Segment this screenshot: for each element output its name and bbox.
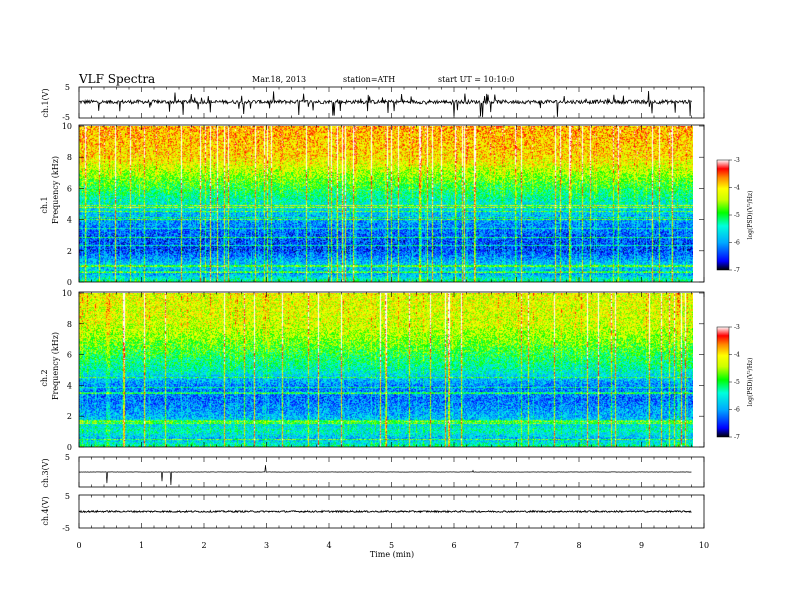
- ch1-spectrogram-image: [79, 126, 693, 282]
- colorbar-tick-label: -7: [734, 267, 740, 274]
- ch1-ylabel: ch.1(V): [41, 88, 50, 117]
- ch1-ytick-top: 5: [65, 83, 70, 92]
- time-tick-label: 1: [139, 541, 144, 550]
- freq-tick-label: 2: [67, 412, 72, 421]
- ch3-ylabel: ch.3(V): [41, 458, 50, 487]
- ch1-spec-ylabel: Frequency (kHz): [51, 156, 60, 224]
- ch4-ytick-bottom: -5: [62, 524, 70, 533]
- colorbar-tick-label: -3: [734, 324, 740, 331]
- ch3-waveform-panel: 5 ch.3(V): [41, 453, 705, 488]
- time-tick-label: 10: [699, 541, 709, 550]
- freq-tick-label: 4: [67, 381, 72, 390]
- time-tick-label: 7: [514, 541, 519, 550]
- colorbar-tick-label: -6: [734, 407, 740, 414]
- colorbar-tick-label: -4: [734, 185, 740, 192]
- ch3-waveform-line: [78, 465, 692, 486]
- ch2-colorbar-ticks: -3 -4 -5 -6 -7: [729, 324, 740, 441]
- freq-tick-label: 6: [67, 184, 72, 193]
- freq-tick-label: 10: [62, 122, 72, 131]
- ch4-waveform-panel: 5 -5 ch.4(V): [41, 492, 705, 533]
- ch1-waveform-panel: 5 -5 ch.1(V): [41, 83, 705, 122]
- ch2-freq-ticks: 0 2 4 6 8 10: [62, 289, 704, 452]
- ch4-ylabel: ch.4(V): [41, 496, 50, 525]
- date-label: Mar.18, 2013: [252, 75, 306, 84]
- freq-tick-label: 8: [67, 153, 72, 162]
- figure-title: VLF Spectra: [78, 72, 155, 86]
- freq-tick-label: 0: [67, 443, 72, 452]
- ch1-waveform-line: [78, 90, 692, 118]
- freq-tick-label: 2: [67, 247, 72, 256]
- ch3-ytick-top: 5: [65, 453, 70, 462]
- time-tick-label: 0: [76, 541, 81, 550]
- ch1-colorbar: [716, 159, 730, 271]
- colorbar-tick-label: -5: [734, 379, 740, 386]
- ch2-spec-ylabel-channel: ch.2: [40, 369, 49, 386]
- time-tick-label: 5: [389, 541, 394, 550]
- ch1-colorbar-ticks: -3 -4 -5 -6 -7: [729, 157, 740, 274]
- time-axis-ticks: [78, 87, 705, 528]
- ch1-ytick-bottom: -5: [62, 113, 70, 122]
- colorbar-tick-label: -3: [734, 157, 740, 164]
- ch2-colorbar: [716, 326, 730, 438]
- ch1-colorbar-label: log(PSD)(V²/Hz): [747, 191, 754, 240]
- ch4-ytick-top: 5: [65, 492, 70, 501]
- time-tick-label: 8: [576, 541, 581, 550]
- colorbar-tick-label: -7: [734, 434, 740, 441]
- station-label: station=ATH: [343, 75, 395, 84]
- ch2-colorbar-label: log(PSD)(V²/Hz): [747, 358, 754, 407]
- colorbar-tick-label: -4: [734, 352, 740, 359]
- time-tick-label: 9: [639, 541, 644, 550]
- freq-tick-label: 8: [67, 320, 72, 329]
- ch1-spec-ylabel-channel: ch.1: [40, 196, 49, 213]
- time-axis-labels: 0 1 2 3 4 5 6 7 8 9 10: [76, 541, 709, 550]
- ch1-freq-ticks: 0 2 4 6 8 10: [62, 122, 704, 287]
- time-tick-label: 2: [201, 541, 206, 550]
- ch2-spectrogram-image: [79, 293, 693, 447]
- colorbar-tick-label: -6: [734, 240, 740, 247]
- freq-tick-label: 6: [67, 351, 72, 360]
- freq-tick-label: 0: [67, 278, 72, 287]
- colorbar-tick-label: -5: [734, 212, 740, 219]
- time-tick-label: 4: [326, 541, 331, 550]
- time-tick-label: 3: [264, 541, 269, 550]
- ch4-waveform-line: [78, 509, 692, 514]
- time-axis-label: Time (min): [370, 550, 414, 559]
- start-time-label: start UT = 10:10:0: [438, 75, 514, 84]
- freq-tick-label: 4: [67, 216, 72, 225]
- freq-tick-label: 10: [62, 289, 72, 298]
- time-tick-label: 6: [451, 541, 456, 550]
- ch2-spec-ylabel: Frequency (kHz): [51, 332, 60, 400]
